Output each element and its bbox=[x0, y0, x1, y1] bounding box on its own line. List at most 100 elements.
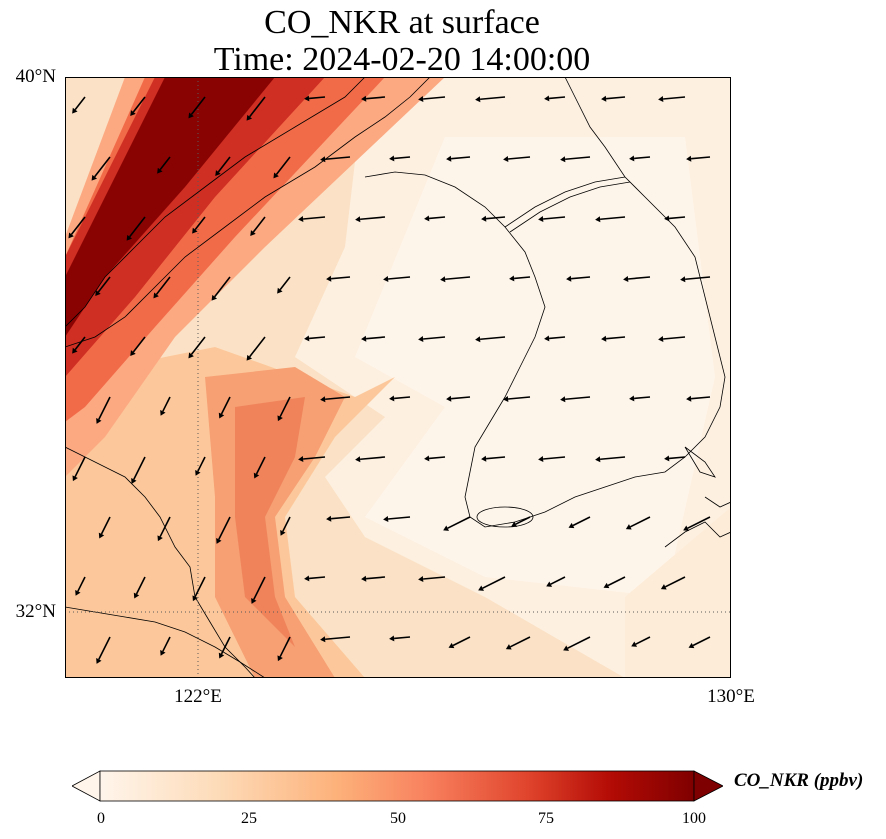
wind-arrow bbox=[691, 156, 711, 160]
wind-arrow bbox=[366, 576, 386, 580]
wind-arrow bbox=[197, 456, 206, 472]
wind-arrow-head bbox=[563, 645, 569, 651]
map-panel bbox=[65, 77, 731, 678]
wind-arrow-head bbox=[509, 275, 515, 282]
wind-arrow-head bbox=[361, 575, 367, 582]
wind-arrow bbox=[74, 456, 86, 478]
wind-arrow bbox=[366, 336, 386, 340]
wind-arrow bbox=[194, 576, 206, 598]
wind-arrow bbox=[282, 516, 291, 532]
wind-arrow-head bbox=[389, 635, 395, 642]
wind-arrow-head bbox=[320, 636, 326, 643]
wind-arrow bbox=[447, 516, 471, 529]
wind-arrow-head bbox=[629, 395, 635, 402]
wind-arrow bbox=[331, 516, 351, 520]
wind-arrow bbox=[155, 276, 171, 295]
wind-arrow-head bbox=[383, 516, 389, 522]
wind-arrow bbox=[135, 576, 146, 595]
wind-arrow-head bbox=[95, 290, 101, 296]
wind-arrow bbox=[664, 576, 686, 588]
wind-arrow-head bbox=[625, 524, 632, 530]
wind-arrow-head bbox=[216, 538, 222, 544]
wind-arrow-head bbox=[304, 575, 310, 582]
wind-arrow bbox=[508, 156, 531, 160]
wind-arrow bbox=[572, 516, 591, 527]
wind-arrow-head bbox=[686, 155, 692, 162]
wind-arrow-head bbox=[277, 287, 283, 294]
wind-arrow bbox=[190, 336, 206, 355]
wind-arrow bbox=[509, 636, 531, 648]
wind-arrow-head bbox=[595, 456, 601, 463]
wind-arrow-head bbox=[418, 336, 424, 342]
wind-arrow bbox=[565, 156, 591, 161]
wind-arrow bbox=[663, 336, 686, 340]
wind-arrow-head bbox=[72, 475, 78, 482]
map-canvas bbox=[65, 77, 731, 678]
wind-arrow-head bbox=[686, 395, 692, 402]
wind-arrow-head bbox=[131, 478, 137, 484]
wind-arrow-head bbox=[424, 215, 430, 222]
lat-label-32n: 32°N bbox=[15, 601, 56, 622]
wind-arrow bbox=[308, 96, 326, 100]
wind-arrow-head bbox=[511, 521, 518, 527]
wind-arrow bbox=[548, 96, 566, 100]
wind-arrow bbox=[77, 576, 86, 592]
wind-arrow-head bbox=[418, 576, 424, 582]
wind-arrow bbox=[279, 636, 291, 658]
wind-arrow bbox=[635, 636, 651, 645]
wind-arrow-head bbox=[660, 584, 667, 590]
wind-arrow bbox=[360, 456, 386, 461]
wind-arrow bbox=[74, 96, 86, 111]
wind-arrow-head bbox=[560, 396, 566, 403]
wind-arrow bbox=[97, 276, 111, 293]
wind-arrow-head bbox=[68, 232, 74, 239]
wind-arrow-head bbox=[566, 275, 572, 282]
wind-arrow bbox=[132, 96, 146, 113]
wind-arrow bbox=[98, 636, 111, 660]
wind-arrow-head bbox=[253, 472, 260, 479]
wind-arrow-head bbox=[603, 582, 610, 589]
wind-arrow-head bbox=[475, 336, 481, 343]
wind-arrow-head bbox=[157, 167, 163, 174]
wind-arrow-head bbox=[273, 172, 279, 179]
wind-arrow bbox=[388, 516, 411, 520]
wind-arrow-head bbox=[153, 292, 159, 299]
wind-arrow-head bbox=[188, 352, 194, 359]
wind-arrow-head bbox=[629, 155, 635, 162]
wind-arrow-head bbox=[446, 395, 452, 402]
lon-label-130e: 130°E bbox=[707, 686, 755, 707]
colorbar-ramp bbox=[99, 770, 695, 802]
wind-arrow-head bbox=[481, 455, 487, 462]
map-border bbox=[65, 77, 731, 678]
wind-arrow bbox=[255, 456, 266, 475]
wind-arrow bbox=[162, 396, 171, 412]
wind-arrow-head bbox=[277, 415, 283, 422]
wind-arrow bbox=[253, 576, 266, 600]
wind-arrow bbox=[279, 276, 291, 291]
wind-arrow-head bbox=[195, 469, 201, 476]
wind-arrow bbox=[692, 636, 711, 647]
wind-arrow bbox=[633, 396, 651, 400]
wind-arrow bbox=[393, 156, 411, 160]
wind-arrow bbox=[445, 276, 471, 281]
wind-arrow-head bbox=[215, 170, 221, 176]
wind-arrow bbox=[480, 336, 506, 341]
wind-arrow-head bbox=[304, 335, 310, 342]
wind-arrow bbox=[508, 396, 531, 400]
wind-arrow bbox=[162, 636, 171, 652]
wind-arrow bbox=[249, 96, 266, 118]
wind-arrow-head bbox=[361, 335, 367, 342]
wind-arrow bbox=[451, 156, 471, 160]
wind-arrow-head bbox=[160, 649, 166, 656]
wind-arrow-head bbox=[298, 456, 304, 462]
wind-vectors bbox=[68, 95, 711, 664]
wind-arrow bbox=[550, 576, 566, 585]
wind-arrow bbox=[249, 336, 266, 358]
wind-arrow bbox=[252, 216, 266, 233]
wind-arrow bbox=[214, 276, 231, 298]
wind-arrow-head bbox=[188, 112, 194, 119]
wind-arrow-head bbox=[389, 395, 395, 402]
wind-arrow-head bbox=[505, 644, 512, 650]
wind-arrow bbox=[217, 156, 231, 173]
wind-arrow-head bbox=[478, 585, 484, 591]
